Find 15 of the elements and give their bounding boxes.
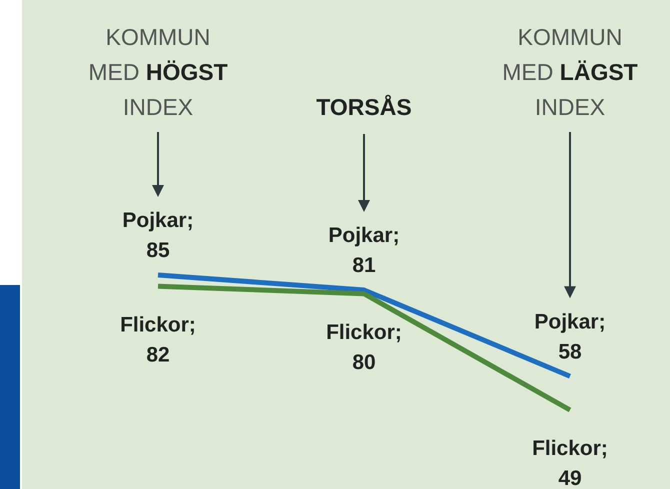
text: Flickor; (532, 437, 608, 460)
data-label: 80 (352, 350, 376, 374)
data-label: 82 (146, 343, 170, 366)
data-label: 85 (146, 239, 170, 262)
x-tick-label: KOMMUN MED LÄGST INDEX (502, 24, 638, 120)
data-label: 49 (558, 467, 582, 489)
series-label: Flickor; (326, 320, 402, 344)
x-tick-label: KOMMUN MED HÖGST INDEX (88, 24, 228, 120)
data-label: 81 (352, 254, 376, 277)
text: Pojkar; (328, 224, 400, 247)
text: Pojkar; (122, 209, 194, 232)
text: Flickor; (120, 313, 196, 336)
data-label: 58 (558, 340, 582, 364)
x-tick-label: TORSÅS (316, 94, 412, 120)
series-label: Pojkar; (534, 310, 606, 334)
